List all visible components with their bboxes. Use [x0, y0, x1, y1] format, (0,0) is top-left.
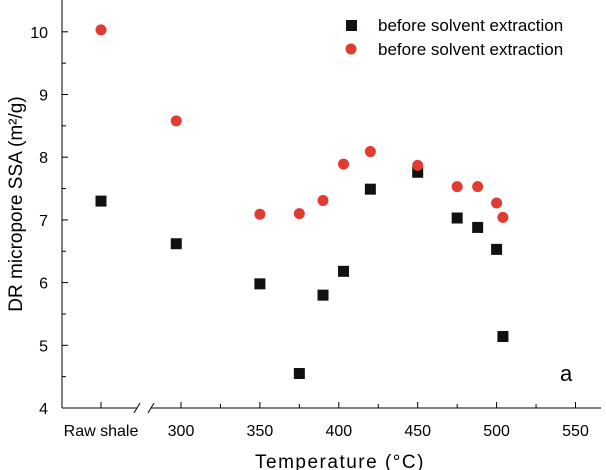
- data-point-circle: [491, 197, 503, 209]
- panel-label: a: [560, 361, 573, 386]
- x-axis-break-mark-right: [147, 402, 155, 414]
- x-axis-title: Temperature (°C): [255, 452, 425, 470]
- y-tick-label: 7: [39, 213, 48, 230]
- x-category-label: Raw shale: [64, 423, 139, 440]
- y-tick-label: 10: [30, 25, 48, 42]
- data-point-square: [364, 183, 376, 195]
- y-ticks: 4 5 6 7 8 9 10: [30, 25, 68, 418]
- data-point-circle: [254, 208, 266, 220]
- data-point-circle: [364, 146, 376, 158]
- data-point-circle: [451, 181, 463, 193]
- data-point-circle: [95, 24, 107, 36]
- data-point-circle: [472, 181, 484, 193]
- legend-marker-square: [346, 20, 357, 31]
- y-tick-label: 5: [39, 338, 48, 355]
- x-tick-label: 300: [168, 423, 195, 440]
- x-tick-label: 350: [247, 423, 274, 440]
- data-point-square: [254, 278, 266, 290]
- legend-label-series-2: before solvent extraction: [378, 40, 563, 59]
- data-point-circle: [293, 208, 305, 220]
- data-point-square: [472, 221, 484, 233]
- data-point-square: [338, 265, 350, 277]
- x-tick-label: 450: [404, 423, 431, 440]
- axes: [61, 0, 601, 414]
- x-tick-label: 400: [325, 423, 352, 440]
- legend-marker-circle: [345, 43, 357, 55]
- data-point-square: [95, 195, 107, 207]
- data-point-square: [317, 289, 329, 301]
- data-point-circle: [317, 194, 329, 206]
- data-point-square: [491, 243, 503, 255]
- data-points: [95, 24, 509, 380]
- y-tick-label: 9: [39, 88, 48, 105]
- x-ticks: 300 350 400 450 500 550: [100, 402, 589, 440]
- data-point-circle: [338, 158, 350, 170]
- y-axis-title: DR micropore SSA (m²/g): [6, 96, 27, 311]
- y-tick-label: 8: [39, 150, 48, 167]
- data-point-square: [497, 331, 509, 343]
- legend: before solvent extraction before solvent…: [345, 16, 563, 59]
- data-point-square: [451, 212, 463, 224]
- data-point-square: [293, 368, 305, 380]
- data-point-circle: [497, 211, 509, 223]
- data-point-square: [170, 238, 182, 250]
- data-point-circle: [170, 115, 182, 127]
- legend-label-series-1: before solvent extraction: [378, 16, 563, 35]
- data-point-square: [412, 166, 424, 178]
- x-tick-label: 550: [562, 423, 589, 440]
- data-point-circle: [412, 159, 424, 171]
- y-tick-label: 4: [39, 401, 48, 418]
- x-axis-break-mark-left: [133, 402, 141, 414]
- x-tick-label: 500: [483, 423, 510, 440]
- y-tick-label: 6: [39, 276, 48, 293]
